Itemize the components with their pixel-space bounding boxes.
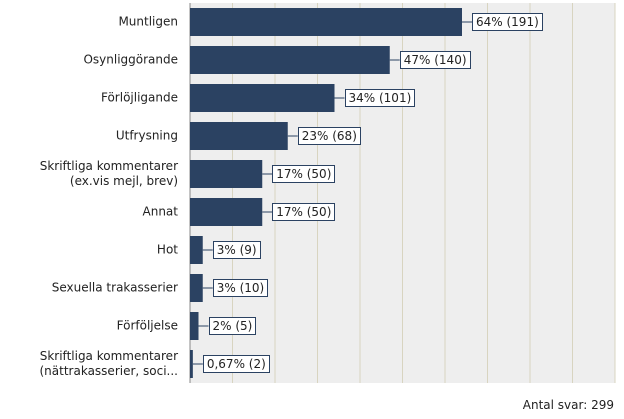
bar: [190, 122, 288, 150]
data-label: 34% (101): [344, 89, 416, 107]
y-tick-label: Utfrysning: [115, 128, 178, 143]
data-label: 3% (9): [212, 241, 261, 259]
y-tick-label: Förföljelse: [116, 318, 178, 333]
y-tick-label: Sexuella trakasserier: [51, 280, 178, 295]
bar: [190, 236, 203, 264]
y-tick-label: Annat: [142, 204, 178, 219]
y-tick-label: Muntligen: [118, 14, 178, 29]
bar: [190, 46, 390, 74]
data-label: 17% (50): [272, 165, 336, 183]
annotation: Antal svar: 299: [522, 398, 614, 412]
y-tick-label: Skriftliga kommentarer (ex.vis mejl, bre…: [39, 159, 178, 188]
data-label: 3% (10): [212, 279, 269, 297]
bar: [190, 8, 462, 36]
y-tick-label: Hot: [156, 242, 178, 257]
bar: [190, 160, 263, 188]
data-label: 2% (5): [208, 317, 257, 335]
data-label: 17% (50): [272, 203, 336, 221]
y-tick-label: Osynliggörande: [83, 52, 178, 67]
bar: [190, 350, 193, 378]
data-label: 64% (191): [472, 13, 543, 31]
y-tick-label: Skriftliga kommentarer (nättrakasserier,…: [39, 349, 179, 378]
data-label: 23% (68): [297, 127, 361, 145]
data-label: 0,67% (2): [202, 355, 270, 373]
bar: [190, 198, 263, 226]
bar: [190, 274, 203, 302]
bar: [190, 312, 199, 340]
bar: [190, 84, 335, 112]
data-label: 47% (140): [399, 51, 471, 69]
y-tick-label: Förlöjligande: [100, 90, 178, 105]
